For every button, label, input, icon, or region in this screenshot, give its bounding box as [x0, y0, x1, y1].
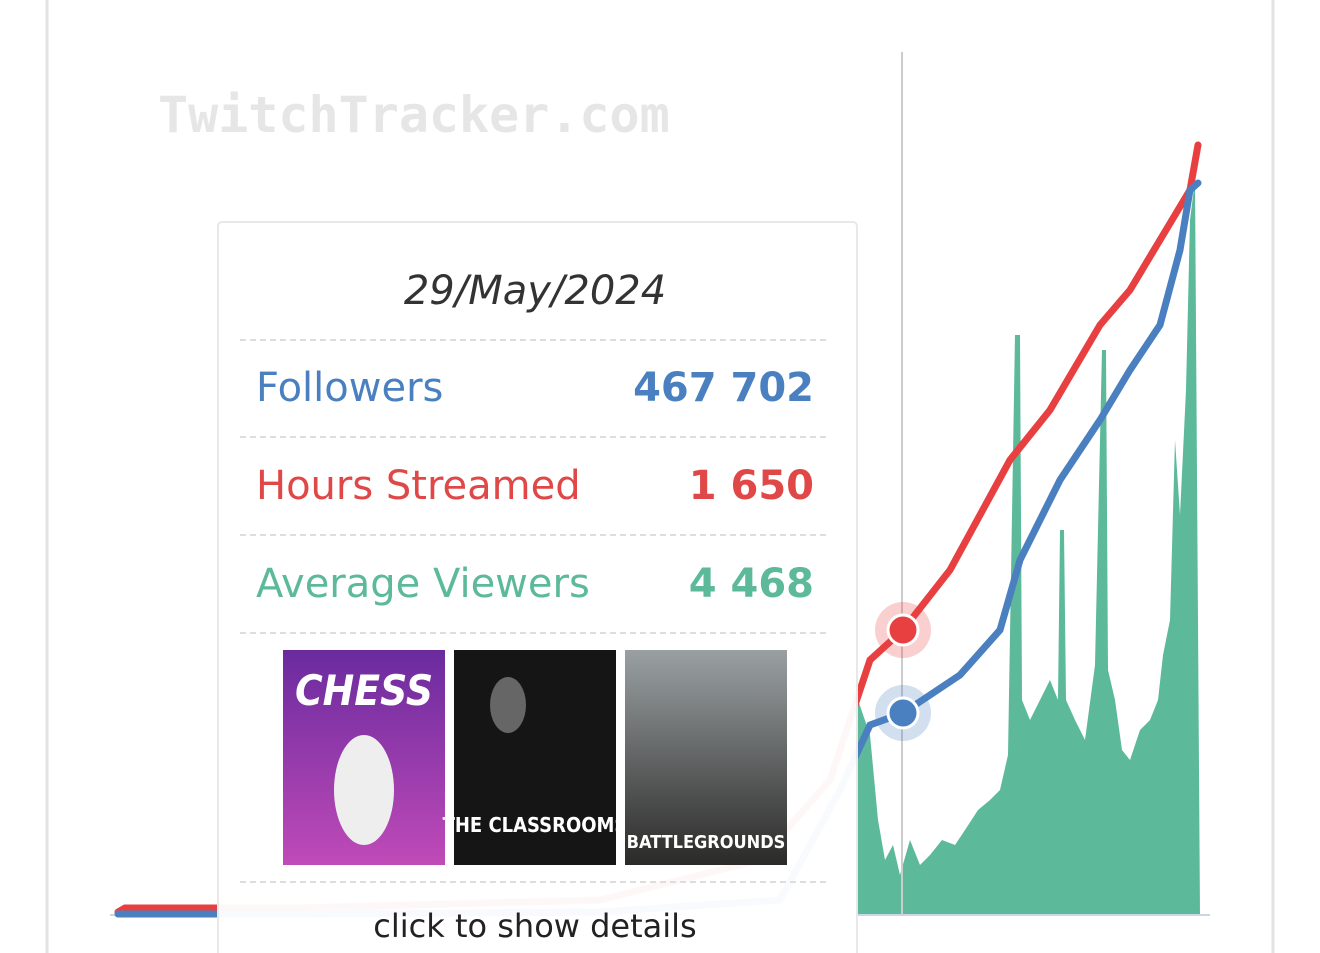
- row-value: 4 468: [689, 561, 814, 607]
- game-thumbnail[interactable]: THE CLASSROOMS: [443, 650, 628, 865]
- row-label: Hours Streamed: [256, 463, 581, 509]
- row-value: 467 702: [633, 365, 814, 411]
- hours-point: [886, 613, 920, 647]
- row-value: 1 650: [689, 463, 814, 509]
- row-label: Followers: [256, 365, 443, 411]
- viewers-bars: [858, 180, 1200, 915]
- game-title: THE CLASSROOMS: [443, 813, 628, 837]
- game-thumbnail[interactable]: CHESS: [283, 650, 445, 865]
- game-title: CHESS: [295, 666, 433, 715]
- followers-point: [886, 696, 920, 730]
- watermark: TwitchTracker.com: [158, 86, 670, 144]
- game-image: [625, 650, 787, 865]
- game-title: BATTLEGROUNDS: [627, 832, 786, 853]
- tooltip-date: 29/May/2024: [404, 268, 666, 314]
- game-image: [454, 650, 616, 865]
- row-label: Average Viewers: [256, 561, 590, 607]
- tooltip-footer[interactable]: click to show details: [373, 907, 696, 945]
- game-thumbnail[interactable]: BATTLEGROUNDS: [625, 650, 787, 865]
- chess-piece: [334, 735, 394, 845]
- tooltip[interactable]: 29/May/2024 Followers 467 702 Hours Stre…: [217, 221, 858, 953]
- figure: [490, 677, 526, 733]
